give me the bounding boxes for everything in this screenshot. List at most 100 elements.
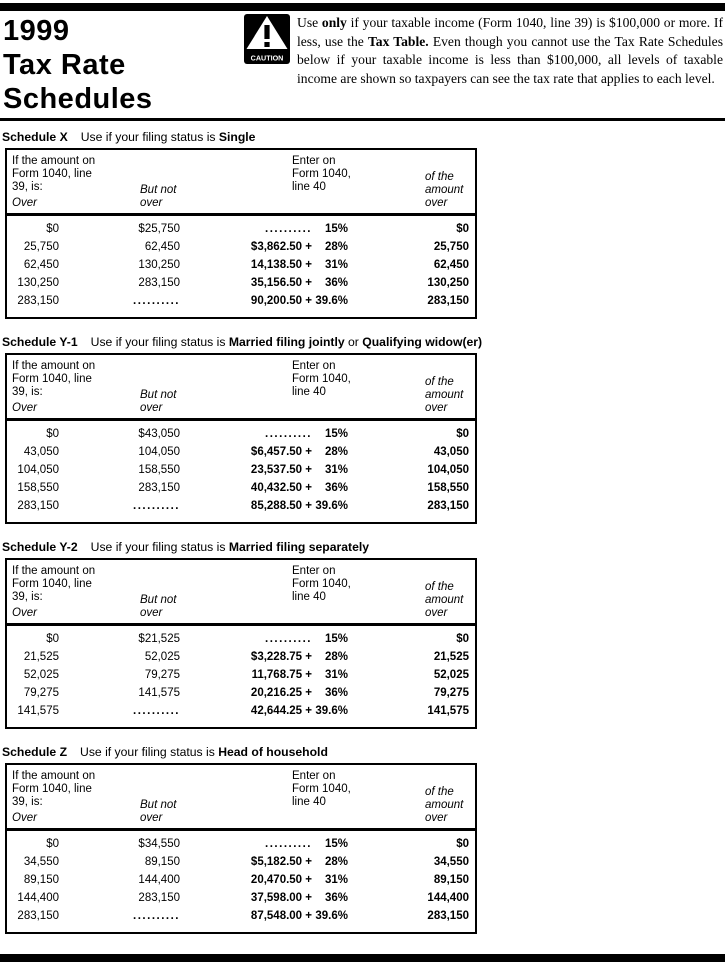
header-text: Enter on [292,770,336,782]
header-text: line 40 [292,796,326,808]
cell-rate: 28% [324,446,348,458]
cell-tax-formula: .......... 15% [180,835,348,853]
cell-base-amount: .......... [265,633,312,645]
cell-over: $0 [46,838,59,850]
cell-rate: 36% [324,277,348,289]
header-amount-on: If the amount on Form 1040, line 39, is: [12,155,95,194]
page-title: 1999 Tax Rate Schedules [3,14,153,116]
schedule-status-2: Qualifying widow(er) [362,335,483,349]
header-text: 39, is: [12,181,43,193]
table-row: $0 $34,550 .......... 15% $0 [7,835,475,853]
cell-base-amount: 90,200.50 + [250,295,312,307]
header-over: Over [12,812,37,824]
table-header: If the amount on Form 1040, line 39, is:… [7,355,475,418]
table-row: 144,400 283,150 37,598.00 + 36% 144,400 [7,889,475,907]
header-text: Enter on [292,360,336,372]
header-text: amount [425,184,464,196]
header-text: over [140,197,163,209]
cell-over: 21,525 [23,651,59,663]
cell-base-amount: 11,768.75 + [251,669,312,681]
cell-of-amount-over: $0 [456,428,469,440]
note-text: if your taxable income (Form 1040, line … [297,15,723,49]
cell-rate: 31% [324,874,348,886]
table-row: 158,550 283,150 40,432.50 + 36% 158,550 [7,479,475,497]
bottom-rule [0,954,725,962]
cell-but-not-over: 283,150 [138,277,180,289]
cell-rate: 28% [324,651,348,663]
table-header-rule [7,213,475,216]
cell-tax-formula: .......... 15% [180,425,348,443]
cell-but-not-over: 130,250 [138,259,180,271]
cell-rate: 36% [324,687,348,699]
table-header-rule [7,623,475,626]
cell-base-amount: $5,182.50 + [250,856,312,868]
cell-but-not-over: $21,525 [138,633,180,645]
tax-rate-table: If the amount on Form 1040, line 39, is:… [5,353,477,524]
schedule-use-text: Use if your filing status is [90,335,229,349]
cell-base-amount: 14,138.50 + [250,259,312,271]
cell-of-amount-over: 62,450 [433,259,469,271]
header-text: Form 1040, line [12,783,92,795]
cell-rate: 15% [324,633,348,645]
cell-over: 283,150 [17,910,59,922]
schedule-label: Schedule Z [2,745,68,759]
cell-tax-formula: 11,768.75 + 31% [180,666,348,684]
cell-but-not-over: 52,025 [144,651,180,663]
table-header: If the amount on Form 1040, line 39, is:… [7,150,475,213]
header-text: amount [425,594,464,606]
cell-over: 52,025 [23,669,59,681]
header-text: 39, is: [12,591,43,603]
header-text: of the [425,581,454,593]
cell-rate: 39.6% [315,910,348,922]
header-text: line 40 [292,591,326,603]
header-over: Over [12,197,37,209]
cell-base-amount: 20,470.50 + [250,874,312,886]
note-bold-tax-table: Tax Table. [367,33,429,49]
cell-rate: 15% [324,838,348,850]
table-row: 25,750 62,450 $3,862.50 + 28% 25,750 [7,238,475,256]
cell-tax-formula: $3,228.75 + 28% [180,648,348,666]
cell-rate: 31% [324,464,348,476]
schedule-label: Schedule Y-2 [2,540,78,554]
schedule-section: Schedule Y-2 Use if your filing status is… [2,540,480,729]
cell-of-amount-over: $0 [456,223,469,235]
cell-rate: 39.6% [315,295,348,307]
cell-but-not-over: 283,150 [138,892,180,904]
cell-over: 283,150 [17,500,59,512]
schedule-use-text: Use if your filing status is [90,540,229,554]
cell-but-not-over: .......... [133,500,180,512]
table-row: 52,025 79,275 11,768.75 + 31% 52,025 [7,666,475,684]
header-text: Enter on [292,565,336,577]
cell-but-not-over: 158,550 [138,464,180,476]
cell-over: $0 [46,428,59,440]
cell-rate: 28% [324,241,348,253]
header-text: Enter on [292,155,336,167]
header-amount-on: If the amount on Form 1040, line 39, is: [12,565,95,604]
cell-tax-formula: 85,288.50 + 39.6% [180,497,348,515]
cell-tax-formula: .......... 15% [180,220,348,238]
schedule-status: Head of household [218,745,328,759]
cell-base-amount: 23,537.50 + [250,464,312,476]
cell-but-not-over: .......... [133,910,180,922]
cell-of-amount-over: 144,400 [427,892,469,904]
cell-tax-formula: $3,862.50 + 28% [180,238,348,256]
cell-of-amount-over: 283,150 [427,295,469,307]
header-over: Over [12,402,37,414]
top-rule [0,3,725,11]
cell-over: 79,275 [23,687,59,699]
table-body: $0 $25,750 .......... 15% $0 25,750 62,4… [7,216,475,317]
header-text: 39, is: [12,386,43,398]
header-enter-on: Enter on Form 1040, line 40 [292,770,351,809]
table-header: If the amount on Form 1040, line 39, is:… [7,765,475,828]
header-text: Form 1040, [292,783,351,795]
cell-base-amount: $6,457.50 + [250,446,312,458]
cell-of-amount-over: 34,550 [433,856,469,868]
table-header-rule [7,828,475,831]
header-but-not-over: But not over [140,389,176,415]
cell-tax-formula: 37,598.00 + 36% [180,889,348,907]
table-row: 104,050 158,550 23,537.50 + 31% 104,050 [7,461,475,479]
schedule-section: Schedule X Use if your filing status is S… [2,130,480,319]
cell-of-amount-over: 283,150 [427,500,469,512]
cell-rate: 31% [324,259,348,271]
